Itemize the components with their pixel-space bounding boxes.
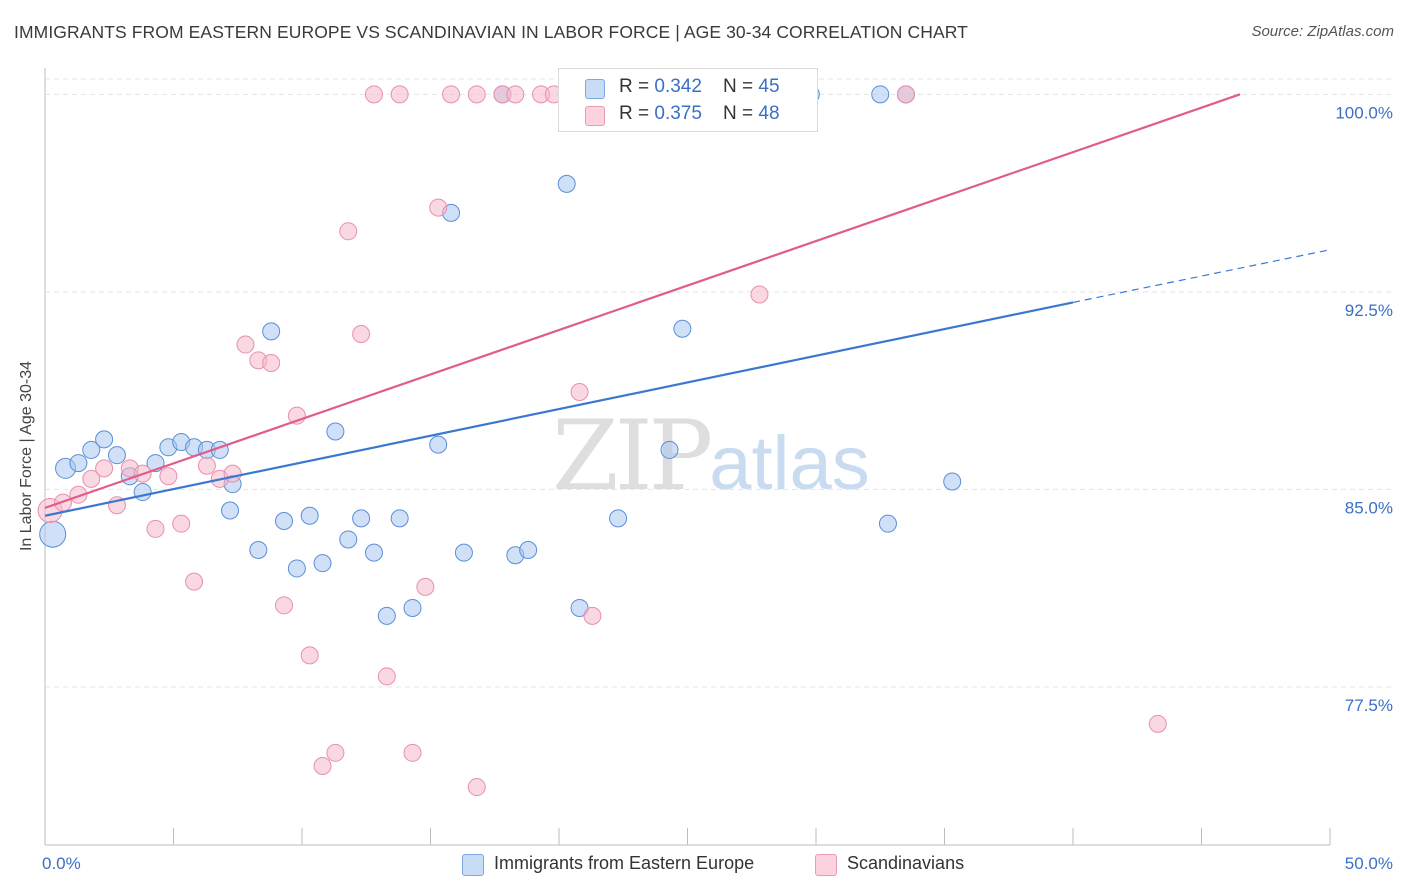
point-scandinavian	[442, 85, 461, 104]
legend-n-value: 45	[758, 76, 780, 97]
chart-title: IMMIGRANTS FROM EASTERN EUROPE VS SCANDI…	[14, 22, 968, 42]
point-eastern-europe	[339, 530, 358, 549]
legend-r-value: 0.342	[654, 76, 702, 97]
point-eastern-europe	[82, 440, 101, 459]
watermark-atlas: atlas	[709, 421, 870, 506]
point-eastern-europe	[133, 483, 152, 502]
legend-n-label: N =	[723, 103, 759, 124]
point-eastern-europe	[300, 506, 319, 525]
point-eastern-europe	[673, 319, 692, 338]
point-eastern-europe	[377, 606, 396, 625]
point-scandinavian	[583, 606, 602, 625]
point-scandinavian	[326, 743, 345, 762]
point-eastern-europe	[519, 541, 538, 560]
point-scandinavian	[467, 85, 486, 104]
point-eastern-europe	[313, 554, 332, 573]
point-eastern-europe	[878, 514, 897, 533]
point-eastern-europe	[275, 512, 294, 531]
legend-swatch-scandinavians	[815, 854, 837, 876]
legend-r-label: R =	[619, 103, 655, 124]
correlation-legend: R = 0.342 N = 45 R = 0.375 N = 48	[558, 68, 818, 132]
point-scandinavian	[750, 285, 769, 304]
point-scandinavian	[1148, 714, 1167, 733]
trendline-eastern-europe	[44, 301, 1074, 517]
point-scandinavian	[416, 577, 435, 596]
legend-swatch-eastern-europe	[585, 79, 605, 99]
point-scandinavian	[69, 485, 88, 504]
point-eastern-europe	[609, 509, 628, 528]
point-scandinavian	[95, 459, 114, 478]
point-eastern-europe	[429, 435, 448, 454]
legend-label-eastern-europe: Immigrants from Eastern Europe	[494, 853, 755, 873]
watermark-zip: ZIP	[552, 400, 713, 512]
point-eastern-europe	[107, 446, 126, 465]
point-eastern-europe	[39, 520, 67, 548]
legend-swatch-scandinavians	[585, 106, 605, 126]
point-scandinavian	[300, 646, 319, 665]
point-scandinavian	[896, 85, 915, 104]
y-tick-label: 77.5%	[1345, 696, 1393, 715]
point-scandinavian	[82, 469, 101, 488]
point-scandinavian	[172, 514, 191, 533]
point-scandinavian	[364, 85, 383, 104]
legend-r-value: 0.375	[654, 103, 702, 124]
point-scandinavian	[352, 325, 371, 344]
point-scandinavian	[262, 353, 281, 372]
source-label: Source: ZipAtlas.com	[1251, 23, 1394, 40]
point-scandinavian	[403, 743, 422, 762]
point-eastern-europe	[557, 174, 576, 193]
legend-swatch-eastern-europe	[462, 854, 484, 876]
point-scandinavian	[159, 467, 178, 486]
legend-n-label: N =	[723, 76, 759, 97]
point-eastern-europe	[454, 543, 473, 562]
point-scandinavian	[467, 778, 486, 797]
point-scandinavian	[185, 572, 204, 591]
series-legend: Immigrants from Eastern Europe Scandinav…	[0, 852, 1406, 878]
point-scandinavian	[429, 198, 448, 217]
point-scandinavian	[377, 667, 396, 686]
point-scandinavian	[339, 222, 358, 241]
point-eastern-europe	[352, 509, 371, 528]
point-eastern-europe	[943, 472, 962, 491]
y-axis-label: In Labor Force | Age 30-34	[18, 360, 35, 552]
point-eastern-europe	[403, 598, 422, 617]
legend-label-scandinavians: Scandinavians	[847, 853, 965, 873]
point-eastern-europe	[221, 501, 240, 520]
legend-n-value: 48	[758, 103, 780, 124]
point-eastern-europe	[287, 559, 306, 578]
x-tick-label: 50.0%	[1345, 854, 1393, 873]
point-scandinavian	[223, 464, 242, 483]
point-scandinavian	[197, 456, 216, 475]
point-eastern-europe	[95, 430, 114, 449]
point-eastern-europe	[262, 322, 281, 341]
point-eastern-europe	[390, 509, 409, 528]
trendline-scandinavian	[44, 93, 1241, 509]
point-eastern-europe	[249, 541, 268, 560]
point-scandinavian	[570, 382, 589, 401]
x-tick-label: 0.0%	[42, 854, 81, 873]
point-eastern-europe	[871, 85, 890, 104]
point-scandinavian	[506, 85, 525, 104]
point-eastern-europe	[660, 440, 679, 459]
point-eastern-europe	[570, 598, 589, 617]
trendline-eastern-europe-extension	[1072, 249, 1331, 304]
point-scandinavian	[146, 519, 165, 538]
y-tick-label: 92.5%	[1345, 301, 1393, 320]
point-scandinavian	[236, 335, 255, 354]
legend-r-label: R =	[619, 76, 655, 97]
point-eastern-europe	[326, 422, 345, 441]
y-tick-label: 85.0%	[1345, 498, 1393, 517]
point-scandinavian	[313, 756, 332, 775]
point-scandinavian	[390, 85, 409, 104]
point-scandinavian	[275, 596, 294, 615]
y-tick-label: 100.0%	[1335, 103, 1393, 122]
watermark: ZIPatlas	[552, 400, 870, 512]
point-eastern-europe	[69, 454, 88, 473]
point-eastern-europe	[364, 543, 383, 562]
